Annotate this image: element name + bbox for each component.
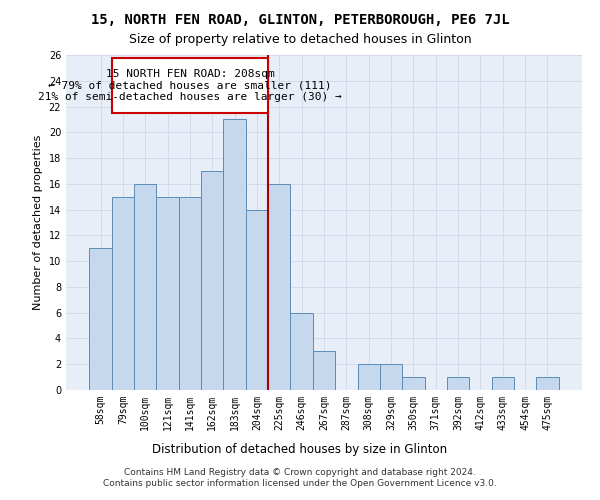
Bar: [89, 248, 112, 390]
Bar: [358, 364, 380, 390]
Bar: [157, 196, 179, 390]
Bar: [380, 364, 402, 390]
Text: 15, NORTH FEN ROAD, GLINTON, PETERBOROUGH, PE6 7JL: 15, NORTH FEN ROAD, GLINTON, PETERBOROUG…: [91, 12, 509, 26]
Bar: [201, 171, 223, 390]
Bar: [447, 377, 469, 390]
Text: Size of property relative to detached houses in Glinton: Size of property relative to detached ho…: [128, 32, 472, 46]
Bar: [290, 312, 313, 390]
Bar: [134, 184, 157, 390]
Bar: [313, 352, 335, 390]
Text: Distribution of detached houses by size in Glinton: Distribution of detached houses by size …: [152, 442, 448, 456]
Bar: [112, 196, 134, 390]
Y-axis label: Number of detached properties: Number of detached properties: [33, 135, 43, 310]
Bar: [268, 184, 290, 390]
Bar: [491, 377, 514, 390]
Bar: [246, 210, 268, 390]
Text: 15 NORTH FEN ROAD: 208sqm
← 79% of detached houses are smaller (111)
21% of semi: 15 NORTH FEN ROAD: 208sqm ← 79% of detac…: [38, 68, 342, 102]
Bar: [536, 377, 559, 390]
Bar: [179, 196, 201, 390]
Bar: [223, 120, 246, 390]
Bar: [402, 377, 425, 390]
Text: Contains HM Land Registry data © Crown copyright and database right 2024.
Contai: Contains HM Land Registry data © Crown c…: [103, 468, 497, 487]
FancyBboxPatch shape: [112, 58, 268, 113]
